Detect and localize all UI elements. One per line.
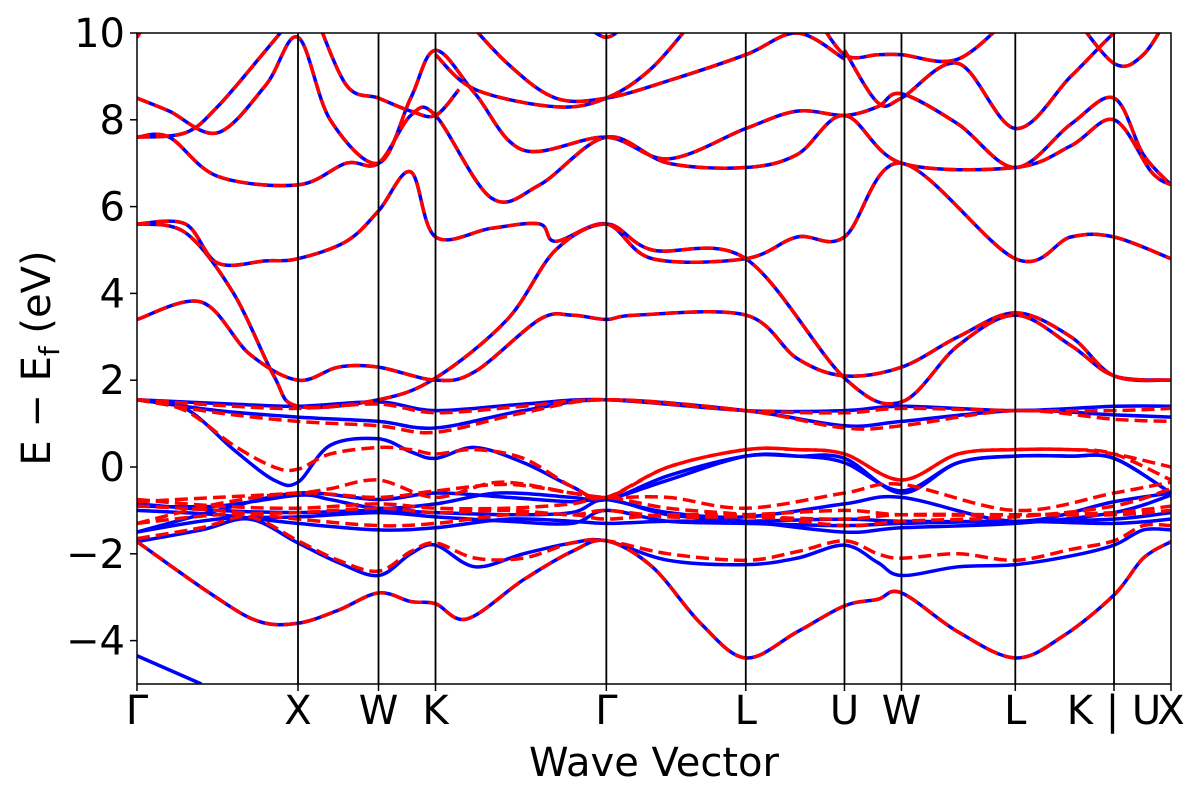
x-tick-label: Γ — [595, 688, 618, 734]
band-line-series-2-20 — [842, 33, 1117, 131]
y-tick-label: −4 — [66, 619, 125, 665]
band-line-series-2-16 — [137, 33, 283, 139]
x-tick-label: U — [830, 688, 859, 734]
y-axis-title-unit: (eV) — [14, 250, 60, 346]
x-tick-label: K | U — [1067, 688, 1161, 734]
band-line-series-2-21 — [824, 33, 996, 64]
plot-frame — [136, 32, 1172, 685]
y-tick-label: 2 — [100, 358, 125, 404]
band-line-series-2-22 — [1084, 33, 1161, 69]
band-line-series-2-5 — [137, 487, 1171, 528]
band-line-series-2-14 — [137, 105, 1171, 204]
x-tick-label: L — [735, 688, 758, 734]
band-line-series-2-12 — [137, 222, 1171, 410]
band-line-series-2-18 — [434, 33, 686, 109]
y-axis-title: E − Ef (eV) — [14, 250, 66, 465]
y-tick-label: 10 — [74, 11, 125, 57]
band-line-series-2-17 — [320, 33, 461, 119]
y-axis-title-subscript: f — [33, 345, 66, 356]
y-tick-label: −2 — [66, 532, 125, 578]
band-line-series-2-3 — [137, 506, 1171, 526]
x-tick-label: L — [1004, 688, 1027, 734]
x-axis-title: Wave Vector — [529, 740, 780, 786]
x-tick-label: K — [422, 688, 450, 734]
band-line-series-2-23 — [137, 33, 142, 39]
band-line-series-2-7 — [137, 446, 1171, 504]
y-tick-label: 6 — [100, 185, 125, 231]
y-axis-ticks: −4 −2 0 2 4 6 8 10 — [66, 11, 137, 665]
plot-background — [137, 33, 1171, 684]
band-line-series-2-2 — [137, 514, 1171, 574]
x-tick-label: X — [284, 688, 311, 734]
band-line-series-2-13 — [137, 161, 1171, 268]
y-axis-title-main: E − E — [14, 356, 60, 466]
band-line-series-1-3 — [137, 517, 1171, 578]
band-line-series-1-9 — [137, 397, 1171, 502]
band-line-series-1-1 — [137, 654, 203, 684]
high-symmetry-lines — [297, 33, 1115, 684]
band-line-series-2-8 — [137, 398, 1171, 500]
x-tick-label: X — [1157, 688, 1184, 734]
x-tick-label: W — [882, 688, 922, 734]
x-tick-label: W — [359, 688, 399, 734]
x-tick-label: Γ — [126, 688, 149, 734]
y-tick-label: 8 — [100, 98, 125, 144]
y-tick-label: 0 — [100, 445, 125, 491]
band-line-series-2-4 — [137, 504, 1171, 528]
band-line-series-2-19 — [475, 33, 846, 104]
y-tick-label: 4 — [100, 271, 125, 317]
